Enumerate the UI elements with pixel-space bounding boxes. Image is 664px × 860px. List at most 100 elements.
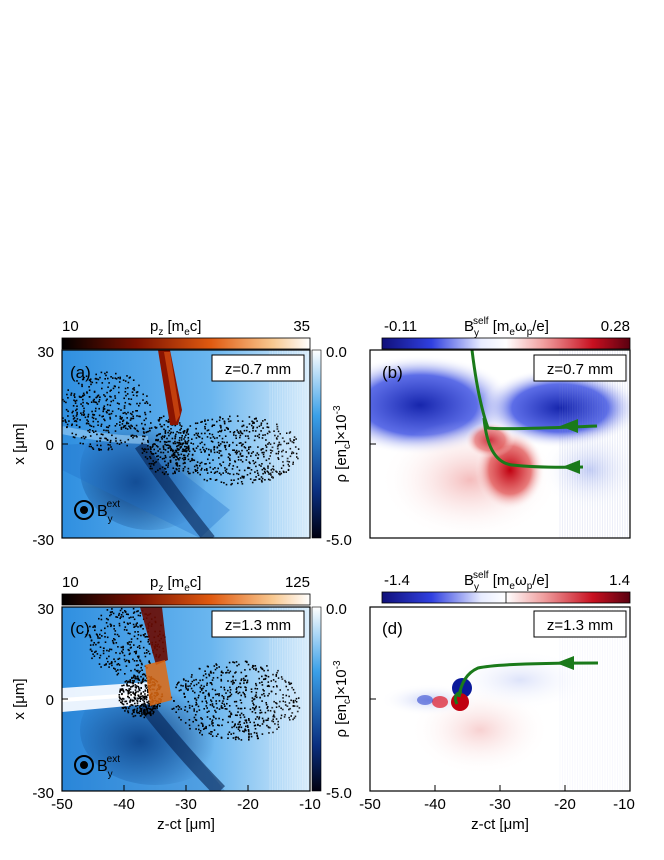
electron-dot — [142, 696, 145, 699]
electron-dot — [179, 447, 182, 449]
electron-dot — [249, 708, 252, 711]
electron-dot — [238, 442, 241, 444]
electron-dot — [106, 625, 109, 628]
electron-dot — [168, 429, 171, 432]
electron-dot — [107, 443, 109, 446]
electron-dot — [109, 623, 112, 626]
electron-dot — [142, 680, 144, 683]
electron-dot — [275, 706, 278, 708]
electron-dot — [94, 651, 96, 653]
electron-dot — [133, 644, 135, 646]
electron-dot — [203, 478, 206, 481]
electron-dot — [127, 710, 129, 712]
electron-dot — [141, 712, 143, 714]
electron-dot — [90, 639, 93, 642]
electron-dot — [98, 398, 101, 401]
electron-dot — [139, 647, 141, 649]
electron-dot — [126, 375, 128, 377]
electron-dot — [194, 714, 197, 716]
electron-dot — [180, 437, 183, 439]
electron-dot — [258, 436, 260, 439]
electron-dot — [211, 723, 213, 725]
electron-dot — [144, 633, 146, 635]
electron-dot — [247, 466, 249, 469]
electron-dot — [129, 701, 131, 703]
electron-dot — [163, 428, 165, 431]
electron-dot — [213, 446, 216, 448]
electron-dot — [220, 464, 222, 467]
electron-dot — [240, 707, 243, 710]
electron-dot — [198, 436, 201, 438]
electron-dot — [140, 709, 142, 711]
electron-dot — [124, 424, 127, 427]
electron-dot — [130, 646, 132, 649]
electron-dot — [137, 631, 139, 633]
electron-dot — [127, 623, 129, 625]
electron-dot — [224, 446, 226, 449]
electron-dot — [261, 463, 263, 465]
electron-dot — [171, 455, 173, 457]
electron-dot — [254, 665, 257, 667]
electron-dot — [182, 448, 185, 451]
electron-dot — [109, 439, 112, 442]
electron-dot — [189, 425, 192, 427]
electron-dot — [135, 676, 137, 678]
electron-dot — [121, 684, 123, 687]
electron-dot — [216, 437, 218, 439]
electron-dot — [260, 479, 263, 482]
electron-dot — [247, 435, 249, 437]
electron-dot — [133, 427, 136, 429]
electron-dot — [159, 417, 161, 419]
electron-dot — [92, 399, 95, 402]
electron-dot — [244, 686, 246, 688]
electron-dot — [247, 452, 250, 455]
electron-dot — [182, 462, 185, 465]
electron-dot — [228, 705, 231, 707]
electron-dot — [76, 405, 78, 407]
electron-dot — [216, 667, 218, 669]
electron-dot — [165, 471, 167, 473]
electron-dot — [237, 478, 240, 480]
electron-dot — [111, 664, 113, 667]
electron-dot — [121, 650, 123, 653]
electron-dot — [227, 472, 229, 475]
electron-dot — [141, 681, 143, 684]
electron-dot — [217, 441, 220, 444]
electron-dot — [185, 679, 187, 682]
electron-dot — [160, 436, 163, 439]
electron-dot — [76, 380, 78, 382]
electron-dot — [261, 684, 264, 686]
electron-dot — [199, 679, 201, 682]
electron-dot — [126, 642, 129, 644]
electron-dot — [198, 694, 200, 697]
electron-dot — [191, 680, 194, 683]
electron-dot — [252, 451, 254, 453]
electron-dot — [272, 673, 274, 676]
electron-dot — [261, 723, 264, 725]
xtick-left-1: -40 — [113, 796, 135, 813]
electron-dot — [270, 474, 272, 476]
electron-dot — [250, 452, 253, 455]
electron-dot — [130, 434, 133, 437]
electron-dot — [244, 728, 246, 731]
electron-dot — [252, 427, 254, 430]
electron-dot — [253, 707, 256, 710]
electron-dot — [274, 723, 276, 725]
electron-dot — [136, 646, 139, 648]
electron-dot — [197, 432, 199, 435]
electron-dot — [67, 415, 69, 417]
electron-dot — [270, 469, 273, 471]
electron-dot — [114, 633, 116, 636]
electron-dot — [279, 473, 282, 475]
electron-dot — [152, 710, 155, 713]
electron-dot — [224, 469, 227, 472]
electron-dot — [221, 441, 224, 443]
electron-dot — [154, 443, 156, 446]
electron-dot — [150, 709, 152, 711]
electron-dot — [160, 451, 162, 454]
electron-dot — [245, 459, 248, 461]
electron-dot — [148, 704, 151, 706]
electron-dot — [184, 722, 187, 724]
electron-dot — [275, 673, 278, 676]
electron-dot — [141, 422, 143, 425]
